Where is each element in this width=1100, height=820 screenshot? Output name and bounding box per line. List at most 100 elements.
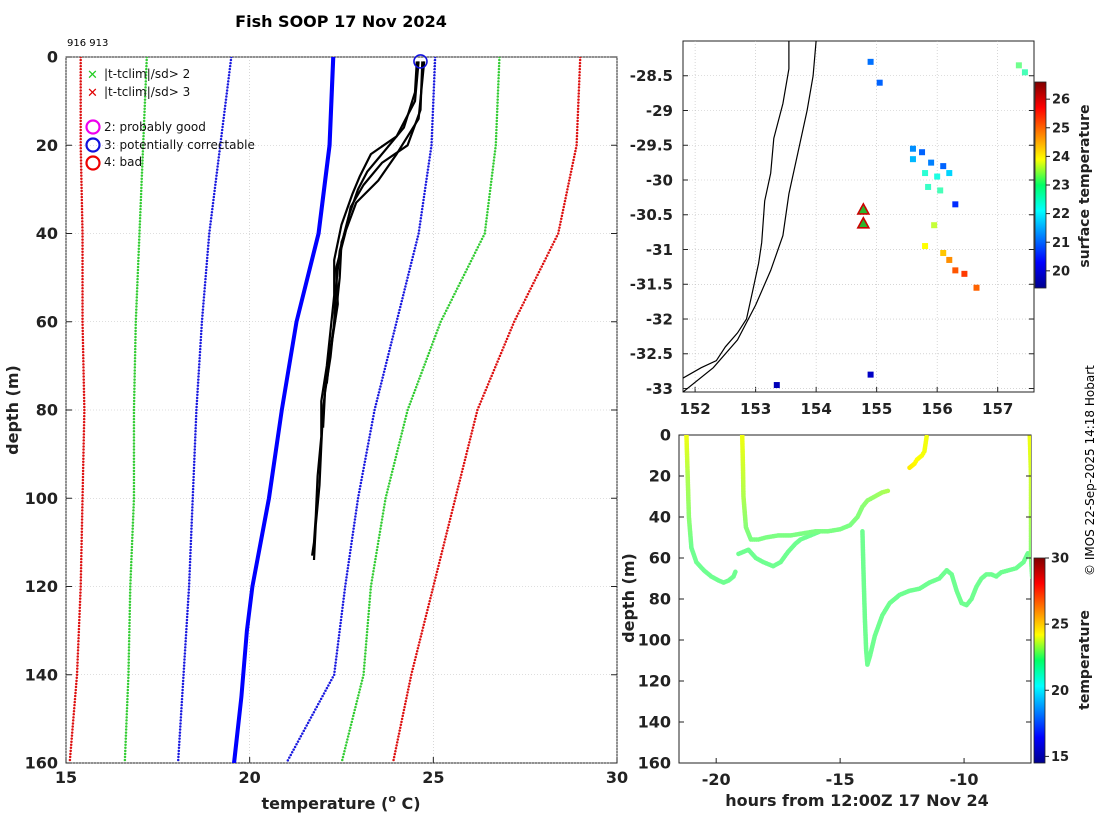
clim-sd-dot: [576, 116, 579, 120]
clim-sd-dot: [81, 490, 84, 494]
clim-sd-dot: [522, 301, 526, 304]
clim-sd-dot: [455, 287, 459, 290]
clim-sd-dot: [302, 729, 306, 733]
clim-sd-dot: [193, 442, 197, 445]
clim-sd-dot: [579, 57, 582, 59]
clim-sd-dot: [80, 539, 83, 543]
lon-tick-label: 152: [679, 400, 710, 418]
clim-sd-dot: [371, 573, 375, 576]
clim-sd-dot: [498, 58, 501, 62]
clim-sd-dot: [416, 235, 420, 238]
clim-sd-dot: [81, 271, 84, 275]
clim-sd-dot: [76, 664, 79, 667]
section-colorbar-label: temperature: [1077, 610, 1093, 710]
clim-sd-dot: [132, 497, 136, 500]
clim-sd-dot: [208, 226, 212, 229]
clim-sd-dot: [195, 396, 199, 400]
clim-sd-dot: [179, 725, 182, 728]
clim-sd-dot: [575, 144, 578, 147]
clim-sd-dot: [133, 357, 137, 360]
clim-sd-dot: [429, 597, 432, 600]
section-tracks: [684, 435, 1031, 667]
clim-sd-dot: [144, 74, 148, 77]
clim-sd-dot: [135, 308, 138, 311]
clim-sd-dot: [578, 77, 581, 80]
clim-sd-dot: [187, 597, 190, 600]
clim-sd-dot: [79, 95, 82, 98]
clim-sd-dot: [200, 320, 204, 323]
clim-sd-dot: [134, 323, 137, 327]
clim-sd-dot: [81, 350, 85, 354]
clim-sd-dot: [364, 646, 368, 649]
clim-sd-dot: [346, 566, 350, 570]
clim-sd-dot: [496, 101, 499, 104]
clim-sd-dot: [558, 226, 561, 229]
lon-tick-label: 155: [861, 400, 892, 418]
clim-sd-dot: [81, 287, 84, 290]
clim-sd-dot: [80, 195, 84, 199]
clim-sd-dot: [578, 61, 582, 65]
profile-y-label: depth (m): [3, 365, 22, 455]
clim-sd-dot: [399, 302, 403, 306]
clim-sd-dot: [70, 740, 73, 743]
clim-sd-dot: [479, 400, 483, 403]
clim-sd-dot: [188, 563, 192, 567]
clim-sd-dot: [433, 58, 437, 62]
clim-sd-dot: [185, 621, 189, 625]
clim-sd-dot: [446, 306, 449, 310]
clim-sd-dot: [422, 623, 426, 626]
clim-sd-dot: [537, 270, 541, 274]
clim-sd-dot: [132, 439, 136, 442]
clim-sd-dot: [192, 472, 195, 476]
clim-sd-dot: [69, 743, 73, 746]
clim-sd-dot: [446, 526, 450, 529]
clim-sd-dot: [454, 290, 458, 293]
clim-sd-dot: [214, 180, 217, 184]
clim-sd-dot: [222, 113, 226, 117]
clim-sd-dot: [365, 451, 368, 454]
clim-sd-dot: [578, 64, 582, 68]
clim-sd-dot: [299, 735, 303, 738]
sst-point: [940, 163, 947, 170]
colorbar-tick-label: 30: [1051, 552, 1069, 567]
clim-sd-dot: [69, 746, 73, 750]
clim-sd-dot: [426, 168, 430, 171]
clim-sd-dot: [229, 61, 232, 65]
clim-sd-dot: [436, 567, 439, 571]
clim-sd-dot: [375, 551, 378, 555]
clim-sd-dot: [132, 420, 136, 424]
clim-sd-dot: [80, 536, 83, 540]
clim-sd-dot: [128, 600, 132, 603]
clim-sd-dot: [479, 240, 482, 244]
clim-sd-dot: [447, 303, 451, 307]
clim-sd-dot: [415, 652, 418, 656]
clim-sd-dot: [494, 137, 498, 141]
clim-sd-dot: [133, 390, 136, 393]
clim-sd-dot: [183, 652, 187, 655]
clim-sd-dot: [468, 262, 471, 266]
clim-sd-dot: [177, 755, 180, 759]
clim-sd-dot: [128, 606, 132, 610]
clim-sd-dot: [132, 427, 136, 430]
clim-sd-dot: [132, 417, 136, 421]
clim-sd-dot: [343, 588, 347, 591]
clim-sd-dot: [375, 548, 379, 552]
clim-sd-dot: [81, 293, 84, 296]
clim-sd-dot: [451, 508, 454, 512]
clim-sd-dot: [143, 104, 147, 107]
clim-sd-dot: [430, 131, 434, 135]
clim-sd-dot: [394, 747, 398, 750]
y-tick-label: 120: [25, 577, 58, 596]
clim-sd-dot: [566, 188, 569, 191]
clim-sd-dot: [79, 113, 82, 117]
clim-sd-dot: [188, 579, 191, 582]
clim-sd-dot: [495, 119, 499, 123]
clim-sd-dot: [81, 305, 84, 308]
clim-sd-dot: [79, 122, 82, 126]
clim-sd-dot: [390, 473, 393, 476]
clim-sd-dot: [136, 277, 139, 281]
clim-sd-dot: [398, 729, 401, 732]
clim-sd-dot: [132, 442, 136, 445]
map-lat-ticks: -28.5-29-29.5-30-30.5-31-31.5-32-32.5-33: [630, 67, 673, 398]
